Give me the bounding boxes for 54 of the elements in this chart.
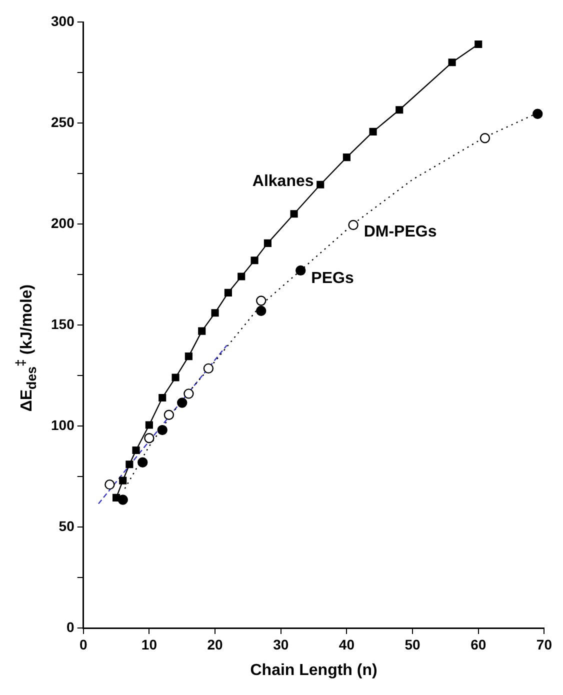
- point: [448, 58, 456, 66]
- point: [474, 40, 482, 48]
- series-label: DM-PEGs: [364, 223, 437, 240]
- point: [184, 388, 194, 399]
- x-tick-label: 30: [273, 636, 289, 652]
- point: [238, 272, 246, 280]
- point: [157, 424, 168, 436]
- x-tick-label: 0: [79, 636, 88, 652]
- point: [158, 394, 166, 402]
- point: [316, 180, 324, 188]
- y-tick-label: 50: [58, 518, 75, 534]
- y-tick-label: 200: [51, 214, 75, 231]
- x-tick-label: 50: [404, 636, 421, 652]
- point: [264, 239, 272, 247]
- point: [224, 288, 232, 296]
- y-tick-label: 300: [51, 12, 75, 29]
- point: [112, 494, 120, 502]
- point: [342, 154, 350, 162]
- y-tick-label: 0: [66, 618, 75, 635]
- x-axis-title: Chain Length (n): [250, 662, 378, 679]
- x-tick-label: 20: [207, 636, 224, 652]
- point: [290, 210, 298, 218]
- point: [198, 327, 206, 335]
- series-label: PEGs: [311, 270, 354, 287]
- point: [145, 421, 153, 429]
- point: [164, 410, 174, 420]
- point: [172, 374, 180, 382]
- point: [369, 128, 377, 136]
- point: [104, 479, 115, 490]
- y-tick-label: 100: [51, 416, 75, 433]
- series-label: Alkanes: [252, 172, 314, 190]
- x-tick-label: 70: [536, 636, 552, 652]
- point: [177, 398, 188, 408]
- y-tick-label: 150: [51, 316, 75, 332]
- point: [348, 220, 358, 230]
- point: [532, 108, 543, 120]
- x-tick-label: 40: [338, 636, 355, 652]
- point: [126, 460, 134, 468]
- point: [184, 352, 192, 360]
- point: [132, 446, 140, 454]
- x-tick-label: 60: [470, 636, 486, 652]
- point: [480, 133, 490, 144]
- point: [138, 457, 148, 468]
- point: [256, 296, 266, 306]
- point: [256, 306, 266, 316]
- point: [119, 476, 127, 484]
- y-tick-label: 250: [51, 114, 75, 130]
- x-tick-label: 10: [141, 636, 158, 652]
- point: [203, 363, 214, 374]
- point: [144, 433, 154, 444]
- point: [250, 256, 258, 264]
- point: [296, 265, 306, 276]
- point: [396, 106, 404, 114]
- point: [211, 309, 219, 317]
